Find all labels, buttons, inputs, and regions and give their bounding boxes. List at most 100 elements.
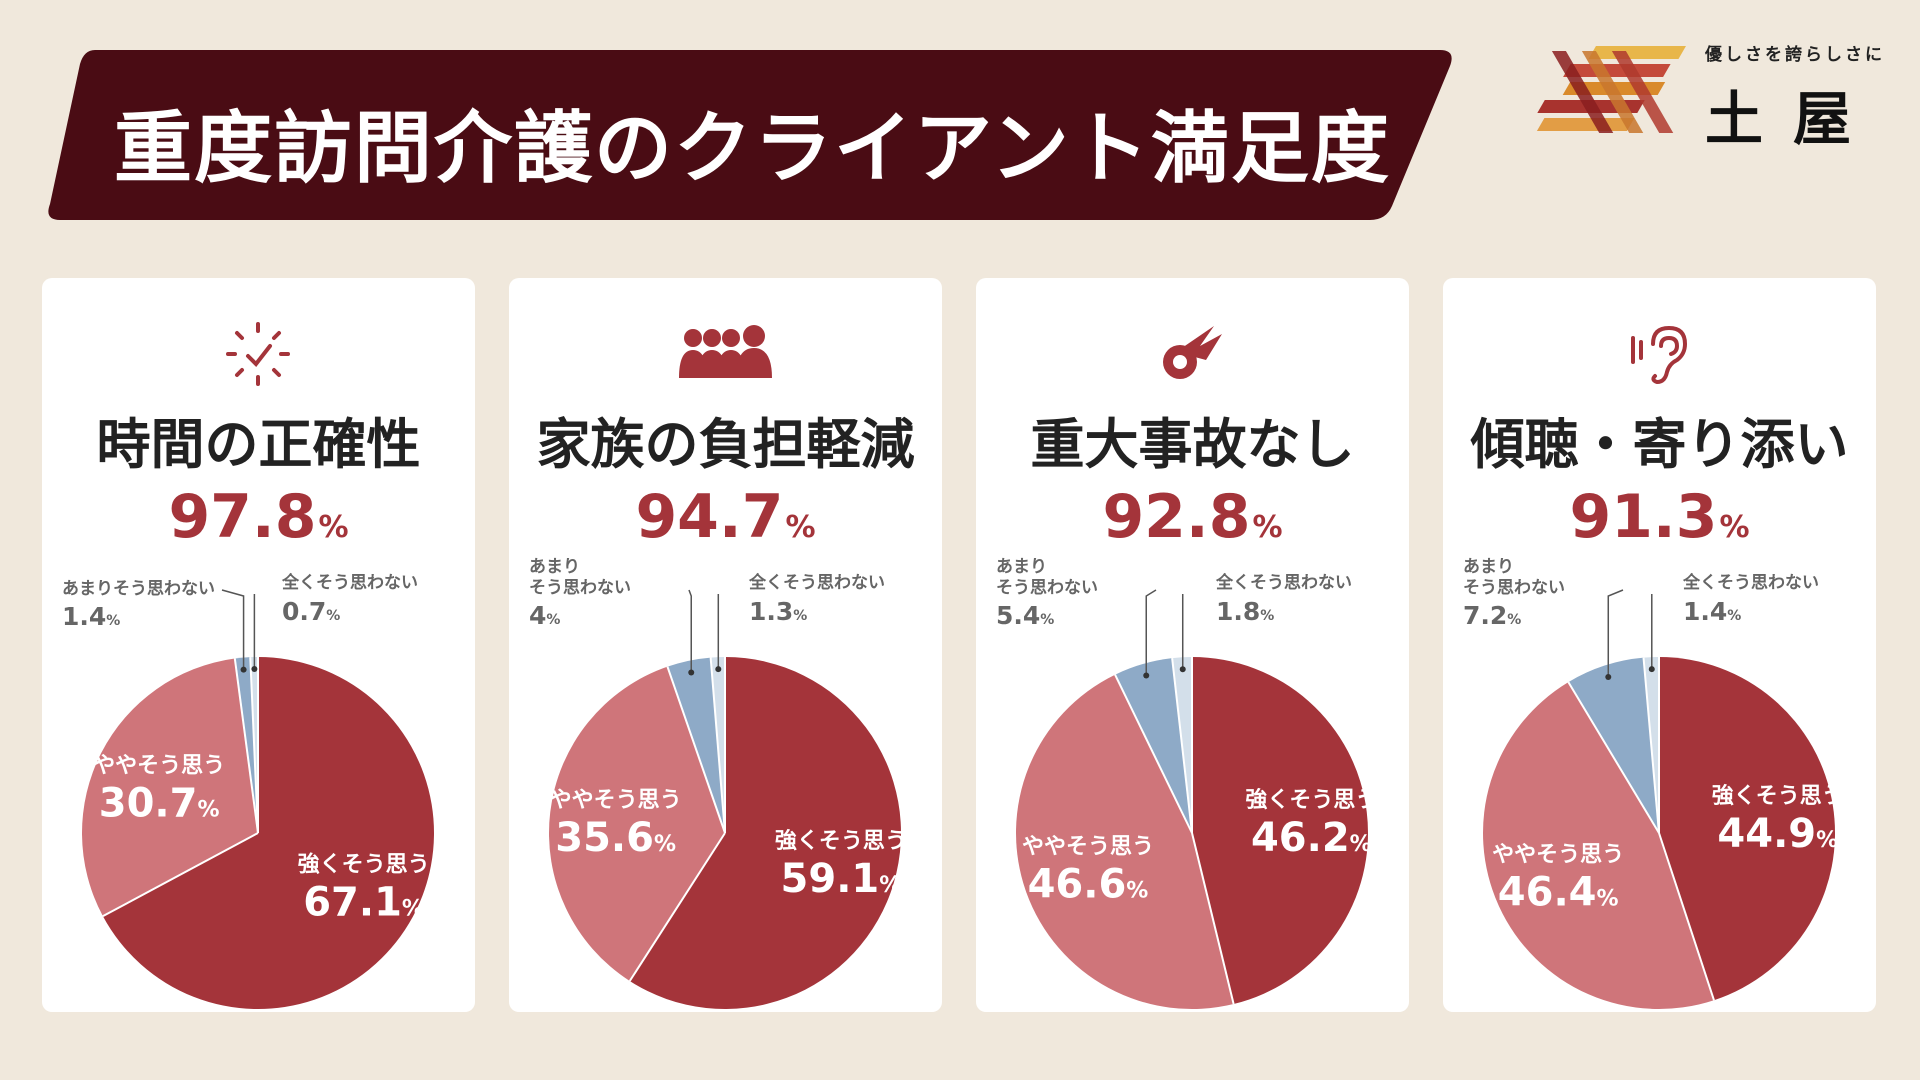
slice-separator [1114, 674, 1193, 834]
slice-label: 強くそう思う [1245, 787, 1377, 813]
family-icon [679, 325, 772, 378]
slice-label-outside: あまりそう思わない [62, 579, 215, 599]
slice-value-outside: 1.4% [62, 602, 120, 631]
slice-separator [1191, 832, 1235, 1005]
slice-separator [233, 658, 259, 834]
slice-value: 67.1% [303, 879, 424, 925]
chart-title: 傾聴・寄り添い [1470, 413, 1849, 476]
leader-dot [240, 666, 247, 673]
slice-separator [1171, 658, 1193, 834]
pie-slice [1568, 657, 1659, 833]
slice-label-outside: そう思わない [996, 578, 1098, 598]
slice-value-outside: 1.8% [1216, 597, 1274, 626]
leader-dot [1179, 666, 1186, 673]
leader-dot [251, 666, 258, 673]
total-unit: % [1252, 510, 1283, 545]
leader-dot [1143, 672, 1150, 679]
pie-slice [629, 657, 901, 1009]
slice-label: ややそう思う [550, 788, 682, 813]
total-value: 94.7 [635, 482, 784, 552]
leader-dot [1648, 666, 1655, 673]
leader-line [1145, 589, 1157, 676]
slice-label-outside: あまり [529, 557, 580, 577]
slice-value-outside: 4% [529, 601, 560, 630]
chart-card-no-accidents: 重大事故なし 92.8% 強くそう思う 46.2% ややそう思う 46.6% あまり そう… [976, 278, 1409, 1012]
satisfaction-total: 91.3% [1443, 482, 1876, 552]
slice-value-outside: 5.4% [996, 601, 1054, 630]
total-unit: % [785, 510, 816, 545]
slice-value-outside: 0.7% [282, 597, 340, 626]
slice-label: 強くそう思う [1712, 783, 1844, 809]
slice-separator [1567, 681, 1660, 834]
slice-label-outside: そう思わない [1463, 578, 1565, 598]
slice-value-outside: 1.3% [749, 597, 807, 626]
slice-separator [1642, 657, 1660, 834]
brand-mark-icon [1536, 46, 1686, 133]
chart-title: 家族の負担軽減 [536, 413, 915, 476]
slice-label-outside: 全くそう思わない [1215, 572, 1352, 593]
pie-slice [1192, 657, 1368, 1005]
total-value: 97.8 [168, 482, 317, 552]
pie-slice [1115, 658, 1192, 833]
chart-title: 時間の正確性 [96, 413, 421, 476]
slice-value: 35.6% [555, 815, 676, 861]
slice-label: ややそう思う [1022, 835, 1154, 860]
slice-separator [1658, 832, 1715, 1001]
leader-line [1607, 589, 1624, 678]
meteor-icon [1163, 326, 1222, 379]
slice-value-outside: 1.4% [1683, 597, 1741, 626]
slice-label-outside: あまり [1463, 557, 1514, 577]
slice-separator [249, 657, 259, 834]
slice-value: 44.9% [1717, 811, 1838, 857]
slice-label-outside: あまり [996, 557, 1047, 577]
slice-value: 46.6% [1028, 862, 1149, 908]
slice-label: ややそう思う [1492, 842, 1624, 867]
chart-card-listening: 傾聴・寄り添い 91.3% 強くそう思う 44.9% ややそう思う 46.4% あまりそ… [1443, 278, 1876, 1012]
slice-separator [666, 666, 726, 834]
leader-line [221, 589, 245, 670]
clock-icon [226, 322, 290, 386]
leader-line [688, 589, 692, 673]
slice-separator [628, 832, 726, 982]
slice-value: 46.2% [1251, 815, 1372, 861]
brand-tagline: 優しさを誇らしさに [1705, 45, 1885, 65]
satisfaction-total: 97.8% [42, 482, 475, 552]
slice-value-outside: 7.2% [1463, 601, 1521, 630]
page-title: 重度訪問介護のクライアント満足度 [114, 104, 1391, 194]
slice-label: 強くそう思う [298, 851, 430, 877]
chart-card-family-burden: 家族の負担軽減 94.7% 強くそう思う 59.1% ややそう思う 35.6% あまりそ… [509, 278, 942, 1012]
chart-card-time-accuracy: 時間の正確性 97.8% 強くそう思う 67.1% ややそう思う 30.7% あまりそう… [42, 278, 475, 1012]
slice-label-outside: 全くそう思わない [281, 572, 418, 593]
leader-dot [715, 666, 722, 673]
slice-label: ややそう思う [93, 753, 225, 778]
chart-title: 重大事故なし [1030, 413, 1355, 476]
slice-separator [709, 657, 726, 834]
pie-slice [1016, 674, 1234, 1009]
slice-label: 強くそう思う [775, 828, 907, 854]
leader-dot [1605, 674, 1612, 681]
slice-label-outside: そう思わない [529, 578, 631, 598]
title-banner [48, 50, 1452, 220]
satisfaction-total: 94.7% [509, 482, 942, 552]
satisfaction-total: 92.8% [976, 482, 1409, 552]
pie-slice [549, 666, 725, 982]
total-unit: % [318, 510, 349, 545]
total-unit: % [1719, 510, 1750, 545]
slice-separator [102, 832, 259, 918]
leader-dot [688, 669, 695, 676]
pie-slice [102, 657, 434, 1009]
slice-value: 30.7% [99, 780, 220, 826]
slice-value: 59.1% [781, 856, 902, 902]
total-value: 92.8 [1102, 482, 1251, 552]
pie-slice [1659, 657, 1835, 1001]
ear-icon [1631, 325, 1688, 385]
slice-label-outside: 全くそう思わない [748, 572, 885, 593]
pie-slice [1483, 682, 1714, 1009]
slice-label-outside: 全くそう思わない [1682, 572, 1819, 593]
pie-slice [82, 658, 258, 917]
slice-value: 46.4% [1498, 869, 1619, 915]
total-value: 91.3 [1569, 482, 1718, 552]
